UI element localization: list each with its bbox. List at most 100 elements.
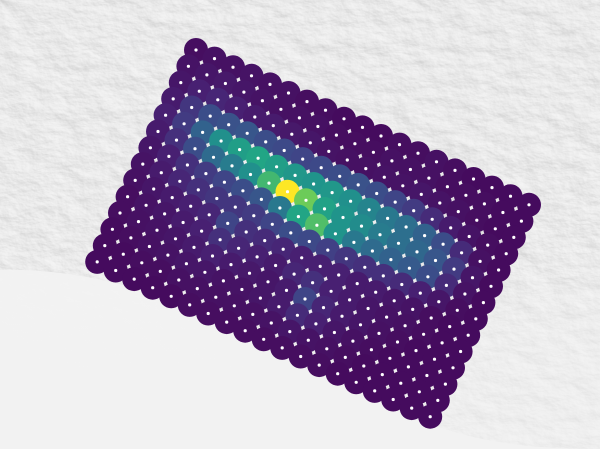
cell-centre-marker-r11-c8 xyxy=(258,296,262,300)
cell-centre-marker-r4-c5 xyxy=(256,156,260,160)
cell-centre-marker-r10-c9 xyxy=(284,288,289,292)
cell-centre-marker-r0-c14 xyxy=(453,168,457,172)
cell-centre-marker-r2-c4 xyxy=(253,115,257,119)
cell-centre-marker-r10-c17 xyxy=(432,357,437,361)
cell-centre-marker-r5-c7 xyxy=(285,190,290,194)
cell-centre-marker-r10-c1 xyxy=(136,220,141,224)
cell-centre-marker-r9-c7 xyxy=(255,255,259,259)
cell-centre-marker-r2-c14 xyxy=(438,201,442,205)
cell-centre-marker-r10-c7 xyxy=(247,271,252,275)
cell-centre-marker-r5-c18 xyxy=(489,284,493,288)
cell-centre-marker-r13-c16 xyxy=(391,397,395,402)
cell-centre-marker-r12-c6 xyxy=(214,295,218,299)
cell-centre-marker-r2-c3 xyxy=(234,106,238,110)
cell-centre-marker-r13-c13 xyxy=(336,372,340,376)
cell-centre-marker-r4-c15 xyxy=(441,242,445,246)
cell-centre-marker-r13-c9 xyxy=(262,337,266,341)
cell-centre-marker-r5-c2 xyxy=(193,147,197,151)
cell-centre-marker-r3-c13 xyxy=(412,209,416,213)
cell-centre-marker-r9-c0 xyxy=(126,195,130,199)
cell-centre-marker-r8-c13 xyxy=(374,290,378,294)
cell-centre-marker-r7-c2 xyxy=(178,179,182,183)
cell-centre-marker-r0-c18 xyxy=(527,203,531,207)
cell-centre-marker-r1-c5 xyxy=(279,107,283,111)
cell-centre-marker-r1-c12 xyxy=(408,167,412,172)
cell-centre-marker-r0-c2 xyxy=(231,65,235,69)
cell-centre-marker-r9-c10 xyxy=(311,281,315,285)
cell-centre-marker-r5-c1 xyxy=(174,138,179,142)
cell-centre-marker-r3-c15 xyxy=(449,226,453,230)
cell-centre-marker-r9-c5 xyxy=(218,238,222,242)
cell-centre-marker-r6-c12 xyxy=(370,249,374,253)
cell-centre-marker-r13-c10 xyxy=(280,346,284,350)
cell-centre-marker-r11-c13 xyxy=(351,339,355,343)
cell-centre-marker-r7-c0 xyxy=(141,162,145,166)
cell-centre-marker-r3-c7 xyxy=(301,157,305,161)
cell-centre-marker-r6-c0 xyxy=(148,146,152,150)
cell-centre-marker-r1-c4 xyxy=(260,99,264,103)
cell-centre-marker-r7-c17 xyxy=(455,308,459,312)
cell-centre-marker-r12-c11 xyxy=(306,338,310,342)
cell-centre-marker-r0-c13 xyxy=(434,160,439,164)
cell-centre-marker-r4-c0 xyxy=(164,113,168,117)
cell-centre-marker-r4-c2 xyxy=(201,130,205,134)
cell-centre-marker-r8-c5 xyxy=(226,221,230,225)
cell-centre-marker-r8-c11 xyxy=(337,273,341,277)
cell-centre-marker-r6-c14 xyxy=(407,266,411,270)
cell-centre-marker-r1-c1 xyxy=(205,73,209,77)
cell-centre-marker-r7-c16 xyxy=(437,300,441,304)
cell-centre-marker-r6-c17 xyxy=(463,292,467,296)
cell-centre-marker-r13-c1 xyxy=(114,268,118,273)
cell-centre-marker-r13-c3 xyxy=(151,286,155,290)
cell-centre-marker-r6-c16 xyxy=(444,283,448,287)
cell-centre-marker-r10-c15 xyxy=(395,340,400,344)
cell-centre-marker-r11-c0 xyxy=(110,227,114,231)
cell-centre-marker-r2-c16 xyxy=(475,218,479,222)
cell-centre-marker-r5-c3 xyxy=(211,155,216,159)
cell-centre-marker-r7-c11 xyxy=(344,257,348,261)
cell-centre-marker-r3-c3 xyxy=(227,123,231,127)
cell-centre-marker-r2-c0 xyxy=(179,81,183,85)
cell-centre-marker-r11-c9 xyxy=(277,305,281,309)
cell-centre-marker-r9-c18 xyxy=(459,349,463,354)
cell-centre-marker-r4-c9 xyxy=(330,191,334,195)
cell-centre-marker-r6-c18 xyxy=(481,301,485,305)
cell-centre-marker-r3-c11 xyxy=(375,191,379,196)
cell-centre-marker-r0-c5 xyxy=(286,91,291,95)
cell-centre-marker-r9-c6 xyxy=(237,246,241,250)
cell-centre-marker-r8-c18 xyxy=(466,333,470,337)
cell-centre-marker-r0-c15 xyxy=(471,177,476,181)
cell-centre-marker-r7-c1 xyxy=(159,171,163,175)
cell-centre-marker-r12-c1 xyxy=(121,252,125,256)
cell-centre-marker-r9-c8 xyxy=(274,263,278,268)
cell-centre-marker-r1-c6 xyxy=(297,116,301,120)
cell-centre-marker-r10-c12 xyxy=(340,314,344,318)
cell-centre-marker-r8-c6 xyxy=(244,230,248,234)
cell-centre-marker-r2-c15 xyxy=(456,210,460,214)
cell-centre-marker-r10-c14 xyxy=(377,331,381,335)
cell-centre-marker-r1-c15 xyxy=(464,193,468,197)
cell-centre-marker-r1-c9 xyxy=(353,142,357,146)
cell-centre-marker-r6-c8 xyxy=(296,215,300,219)
cell-centre-marker-r12-c17 xyxy=(417,390,421,394)
cell-centre-marker-r9-c12 xyxy=(348,298,352,302)
cell-centre-marker-r12-c10 xyxy=(288,330,292,334)
cell-centre-marker-r11-c12 xyxy=(332,330,336,335)
cell-centre-marker-r2-c17 xyxy=(493,227,497,231)
cell-centre-marker-r12-c7 xyxy=(232,304,236,308)
cell-centre-marker-r9-c16 xyxy=(422,332,426,336)
cell-centre-marker-r1-c16 xyxy=(482,202,486,206)
cell-centre-marker-r12-c12 xyxy=(325,347,329,351)
cell-centre-marker-r8-c8 xyxy=(281,247,285,251)
cell-centre-marker-r3-c12 xyxy=(393,200,397,204)
cell-centre-marker-r0-c10 xyxy=(379,134,383,138)
cell-centre-marker-r9-c1 xyxy=(144,203,148,207)
cell-centre-marker-r4-c18 xyxy=(497,268,501,272)
cell-centre-marker-r12-c15 xyxy=(380,373,384,377)
cell-centre-marker-r11-c1 xyxy=(129,236,133,240)
cell-centre-marker-r11-c18 xyxy=(443,382,447,386)
cell-centre-marker-r1-c13 xyxy=(427,176,431,180)
cell-centre-marker-r4-c16 xyxy=(460,251,464,255)
cell-centre-marker-r11-c17 xyxy=(425,373,429,378)
